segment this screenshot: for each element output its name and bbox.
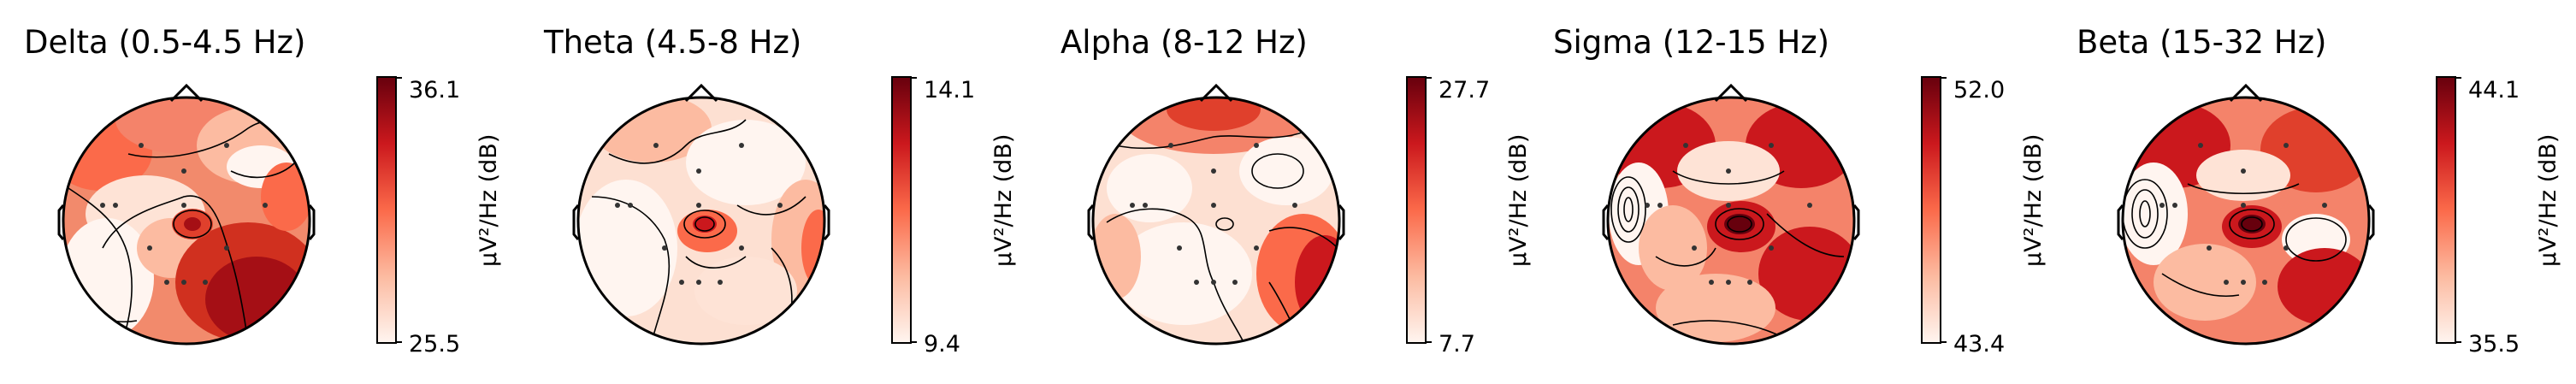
topomap-fill [2123, 97, 2369, 344]
sensor-dots [1645, 143, 1812, 285]
panel-beta: Beta (15-32 Hz) [2059, 0, 2574, 384]
colorbar [891, 76, 912, 344]
contour-lines [68, 121, 309, 344]
sensor-dots [100, 143, 268, 285]
head-outline [1087, 83, 1345, 346]
colorbar [1921, 76, 1941, 344]
contour-lines [1610, 170, 1845, 339]
topomap-delta [57, 76, 402, 346]
colorbar-min-label: 43.4 [1953, 331, 2006, 357]
panel-delta: Delta (0.5-4.5 Hz) [0, 0, 515, 384]
head-outline [2117, 83, 2375, 346]
head-outline [57, 83, 316, 346]
colorbar-min-label: 7.7 [1439, 331, 1475, 357]
colorbar-min-label: 9.4 [924, 331, 960, 357]
colorbar-unit-label: µV²/Hz (dB) [476, 133, 502, 267]
panel-sigma: Sigma (12-15 Hz) [1545, 0, 2059, 384]
contour-lines [591, 119, 806, 343]
panel-title: Beta (15-32 Hz) [2077, 24, 2327, 61]
colorbar [1406, 76, 1427, 344]
head-outline [572, 83, 830, 346]
topomap-fill [63, 97, 310, 344]
panel-title: Sigma (12-15 Hz) [1553, 24, 1830, 61]
colorbar [2436, 76, 2456, 344]
colorbar-unit-label: µV²/Hz (dB) [2535, 133, 2561, 267]
colorbar [376, 76, 397, 344]
colorbar-max-label: 36.1 [409, 77, 461, 103]
panel-title: Theta (4.5-8 Hz) [544, 24, 802, 61]
topomap-beta [2117, 76, 2461, 346]
panel-title: Delta (0.5-4.5 Hz) [24, 24, 306, 61]
colorbar-min-label: 35.5 [2468, 331, 2520, 357]
sensor-dots [1130, 143, 1297, 285]
colorbar-min-label: 25.5 [409, 331, 461, 357]
colorbar-unit-label: µV²/Hz (dB) [1505, 133, 1532, 267]
colorbar-max-label: 52.0 [1953, 77, 2006, 103]
colorbar-unit-label: µV²/Hz (dB) [990, 133, 1017, 267]
panel-title: Alpha (8-12 Hz) [1061, 24, 1308, 61]
colorbar-unit-label: µV²/Hz (dB) [2020, 133, 2047, 267]
panel-alpha: Alpha (8-12 Hz) [1030, 0, 1545, 384]
colorbar-max-label: 14.1 [924, 77, 976, 103]
topomap-sigma [1602, 76, 1947, 346]
colorbar-max-label: 27.7 [1439, 77, 1491, 103]
sensor-dots [2159, 143, 2327, 285]
contour-lines [2123, 179, 2347, 298]
sensor-dots [615, 143, 783, 285]
topomap-alpha [1087, 76, 1432, 346]
topomap-fill [1608, 97, 1854, 344]
colorbar-max-label: 44.1 [2468, 77, 2520, 103]
topomap-theta [572, 76, 917, 346]
contour-lines [1106, 127, 1338, 343]
head-outline [1602, 83, 1860, 346]
panel-theta: Theta (4.5-8 Hz) [515, 0, 1030, 384]
